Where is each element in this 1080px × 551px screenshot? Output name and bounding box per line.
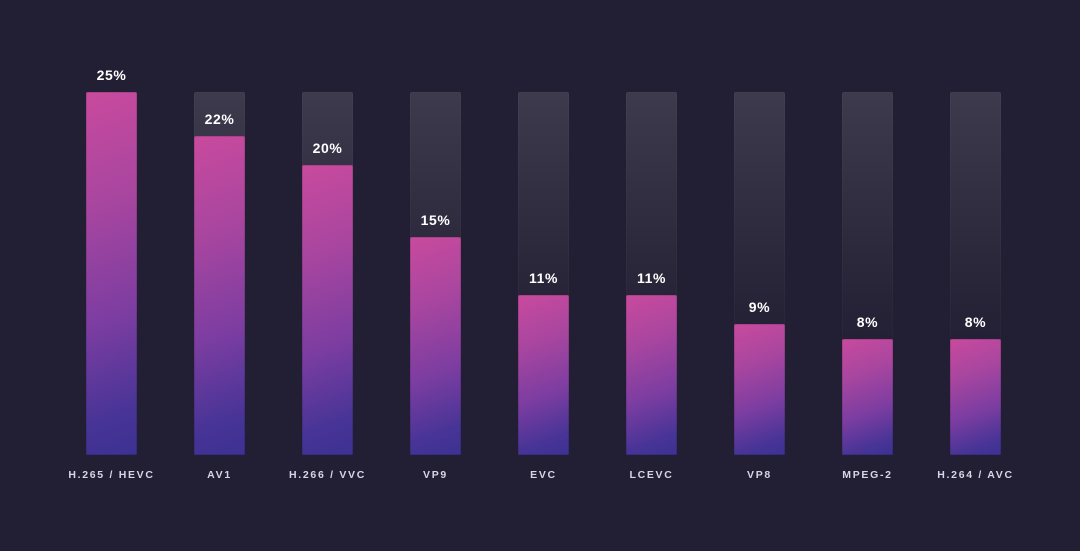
bar-fill bbox=[626, 295, 677, 455]
bar-value-label: 9% bbox=[748, 299, 771, 316]
bar-fill bbox=[734, 324, 785, 455]
chart-plot-area: 25% H.265 / HEVC 22% AV1 20% H.266 / VVC 15% VP… bbox=[68, 67, 1012, 481]
bar-column-av1: 22% AV1 bbox=[194, 92, 245, 481]
bar-track: 11% bbox=[626, 92, 677, 455]
bar-value-label: 11% bbox=[528, 270, 559, 287]
category-label: EVC bbox=[530, 469, 557, 481]
bar-column-h-265-hevc: 25% H.265 / HEVC bbox=[68, 67, 153, 481]
category-label: VP8 bbox=[747, 469, 772, 481]
category-label: MPEG-2 bbox=[842, 469, 893, 481]
bar-track: 25% bbox=[86, 67, 137, 455]
bar-value-label: 15% bbox=[420, 212, 451, 229]
category-label: AV1 bbox=[207, 469, 232, 481]
bar-value-label: 22% bbox=[204, 110, 235, 127]
bar-track: 22% bbox=[194, 92, 245, 455]
bar-column-mpeg-2: 8% MPEG-2 bbox=[842, 92, 893, 481]
bar-fill bbox=[86, 92, 137, 455]
category-label: H.266 / VVC bbox=[288, 469, 367, 481]
bar-value-label: 11% bbox=[636, 270, 667, 287]
bar-column-h-264-avc: 8% H.264 / AVC bbox=[937, 92, 1012, 481]
bar-column-vp8: 9% VP8 bbox=[734, 92, 785, 481]
bar-track: 11% bbox=[518, 92, 569, 455]
bar-value-label: 20% bbox=[312, 139, 343, 156]
bar-fill bbox=[194, 135, 245, 455]
bar-fill bbox=[842, 338, 893, 455]
bar-track: 9% bbox=[734, 92, 785, 455]
bar-column-lcevc: 11% LCEVC bbox=[626, 92, 677, 481]
bar-column-vp9: 15% VP9 bbox=[410, 92, 461, 481]
bar-value-label: 8% bbox=[856, 313, 879, 330]
category-label: VP9 bbox=[423, 469, 448, 481]
bar-track: 20% bbox=[302, 92, 353, 455]
bar-track: 15% bbox=[410, 92, 461, 455]
bar-value-label: 25% bbox=[96, 67, 127, 83]
category-label: H.264 / AVC bbox=[937, 469, 1014, 481]
bar-track: 8% bbox=[950, 92, 1001, 455]
category-label: H.265 / HEVC bbox=[68, 469, 155, 481]
category-label: LCEVC bbox=[629, 469, 674, 481]
bar-fill bbox=[950, 338, 1001, 455]
bar-track: 8% bbox=[842, 92, 893, 455]
bar-fill bbox=[518, 295, 569, 455]
bar-fill bbox=[302, 164, 353, 455]
bar-fill bbox=[410, 237, 461, 455]
bar-value-label: 8% bbox=[964, 313, 987, 330]
bar-column-h-266-vvc: 20% H.266 / VVC bbox=[289, 92, 364, 481]
bar-column-evc: 11% EVC bbox=[518, 92, 569, 481]
